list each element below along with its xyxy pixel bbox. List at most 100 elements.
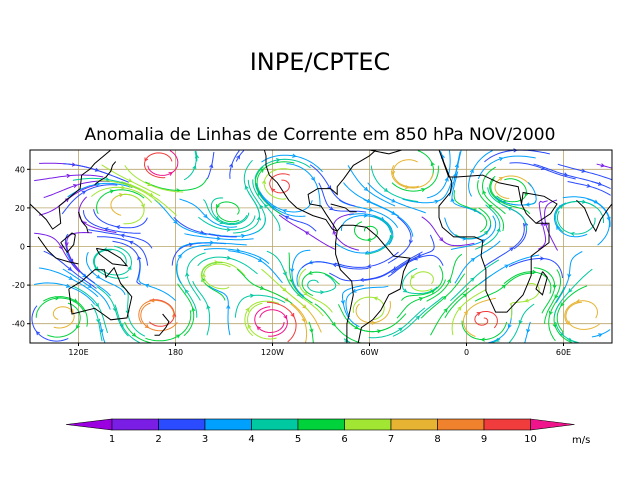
streamline [52, 306, 75, 329]
flow-arrow [488, 204, 493, 209]
flow-arrow [292, 153, 297, 158]
flow-arrow [168, 172, 173, 176]
streamline [175, 244, 212, 284]
streamline [402, 177, 454, 204]
flow-arrow [35, 330, 41, 336]
streamline [261, 154, 323, 173]
flow-arrow [184, 289, 189, 294]
colorbar-segment [390, 418, 438, 431]
flow-arrow [229, 163, 234, 168]
streamline [200, 261, 246, 284]
flow-arrow [556, 225, 561, 230]
streamline [453, 190, 488, 233]
flow-arrow [526, 328, 531, 334]
colorbar-unit: m/s [572, 435, 590, 446]
streamline [477, 180, 505, 232]
flow-arrow [247, 324, 252, 329]
lon-tick-label: 0 [464, 348, 469, 357]
flow-arrow [185, 272, 190, 277]
flow-arrow [366, 198, 372, 203]
flow-arrow [282, 271, 287, 277]
colorbar-label: 9 [481, 434, 487, 445]
streamline [349, 213, 394, 245]
flow-arrow [463, 310, 468, 315]
streamline [34, 232, 80, 273]
flow-arrow [144, 283, 150, 288]
map-panel: 40 20 0 -20 -40 120E 180 120W 60W 0 60E [12, 148, 613, 357]
streamline [298, 268, 333, 313]
flow-arrow [95, 302, 99, 308]
streamline [124, 321, 152, 344]
flow-arrow [329, 206, 334, 211]
streamline [586, 198, 610, 246]
flow-arrow [581, 199, 587, 204]
streamline [269, 173, 290, 194]
flow-arrow [507, 324, 512, 329]
flow-arrow [462, 293, 467, 298]
flow-arrow [354, 325, 359, 330]
streamline [553, 268, 593, 317]
flow-arrow [390, 170, 396, 176]
streamline [503, 271, 552, 294]
streamline [198, 215, 256, 231]
flow-arrow [290, 268, 295, 273]
flow-arrow [261, 179, 267, 185]
flow-arrow [598, 333, 603, 338]
flow-arrow [363, 186, 369, 191]
colorbar-label: 6 [341, 434, 347, 445]
streamline [138, 299, 175, 324]
streamline [363, 251, 423, 281]
streamline [228, 250, 283, 284]
colorbar-segment [204, 418, 252, 431]
flow-arrow [606, 216, 611, 222]
flow-arrow [206, 304, 211, 310]
streamline [259, 191, 313, 213]
coastline [307, 149, 377, 232]
colorbar-segment [437, 418, 485, 431]
streamline [145, 177, 208, 191]
streamline [533, 163, 600, 185]
flow-arrow [568, 288, 573, 293]
streamline [140, 302, 178, 332]
flow-arrow [439, 237, 444, 242]
flow-arrow [320, 290, 325, 295]
coastline [438, 149, 550, 313]
flow-arrow [244, 185, 249, 190]
flow-arrow [73, 183, 78, 189]
streamline [396, 279, 446, 319]
streamline [508, 258, 563, 279]
streamline [494, 175, 532, 199]
streamline [62, 268, 111, 310]
streamline [565, 301, 600, 330]
colorbar-segment [251, 418, 299, 431]
streamline [343, 182, 400, 217]
flow-arrow [215, 216, 220, 221]
lat-tick-label: 40 [15, 165, 25, 174]
streamline [474, 311, 498, 329]
streamline [426, 253, 463, 302]
flow-arrow [340, 300, 345, 305]
streamline [329, 268, 394, 282]
flow-arrow [417, 253, 422, 258]
flow-arrow [532, 269, 537, 274]
streamline [430, 287, 470, 336]
flow-arrow [566, 320, 571, 325]
streamline [484, 222, 525, 267]
streamline [544, 269, 562, 324]
streamline [474, 272, 535, 302]
flow-arrow [144, 157, 149, 162]
streamline [197, 256, 258, 275]
streamline [34, 282, 96, 305]
streamline [340, 215, 392, 233]
lat-tick-label: 0 [20, 243, 25, 252]
streamline [487, 187, 528, 231]
flow-arrow [226, 227, 232, 232]
flow-arrow [127, 265, 132, 271]
streamline [548, 286, 565, 342]
streamline [409, 271, 434, 292]
streamline [365, 215, 393, 255]
streamline [496, 178, 527, 203]
colorbar-label: 2 [155, 434, 161, 445]
streamline [337, 304, 391, 333]
streamline [451, 288, 487, 336]
